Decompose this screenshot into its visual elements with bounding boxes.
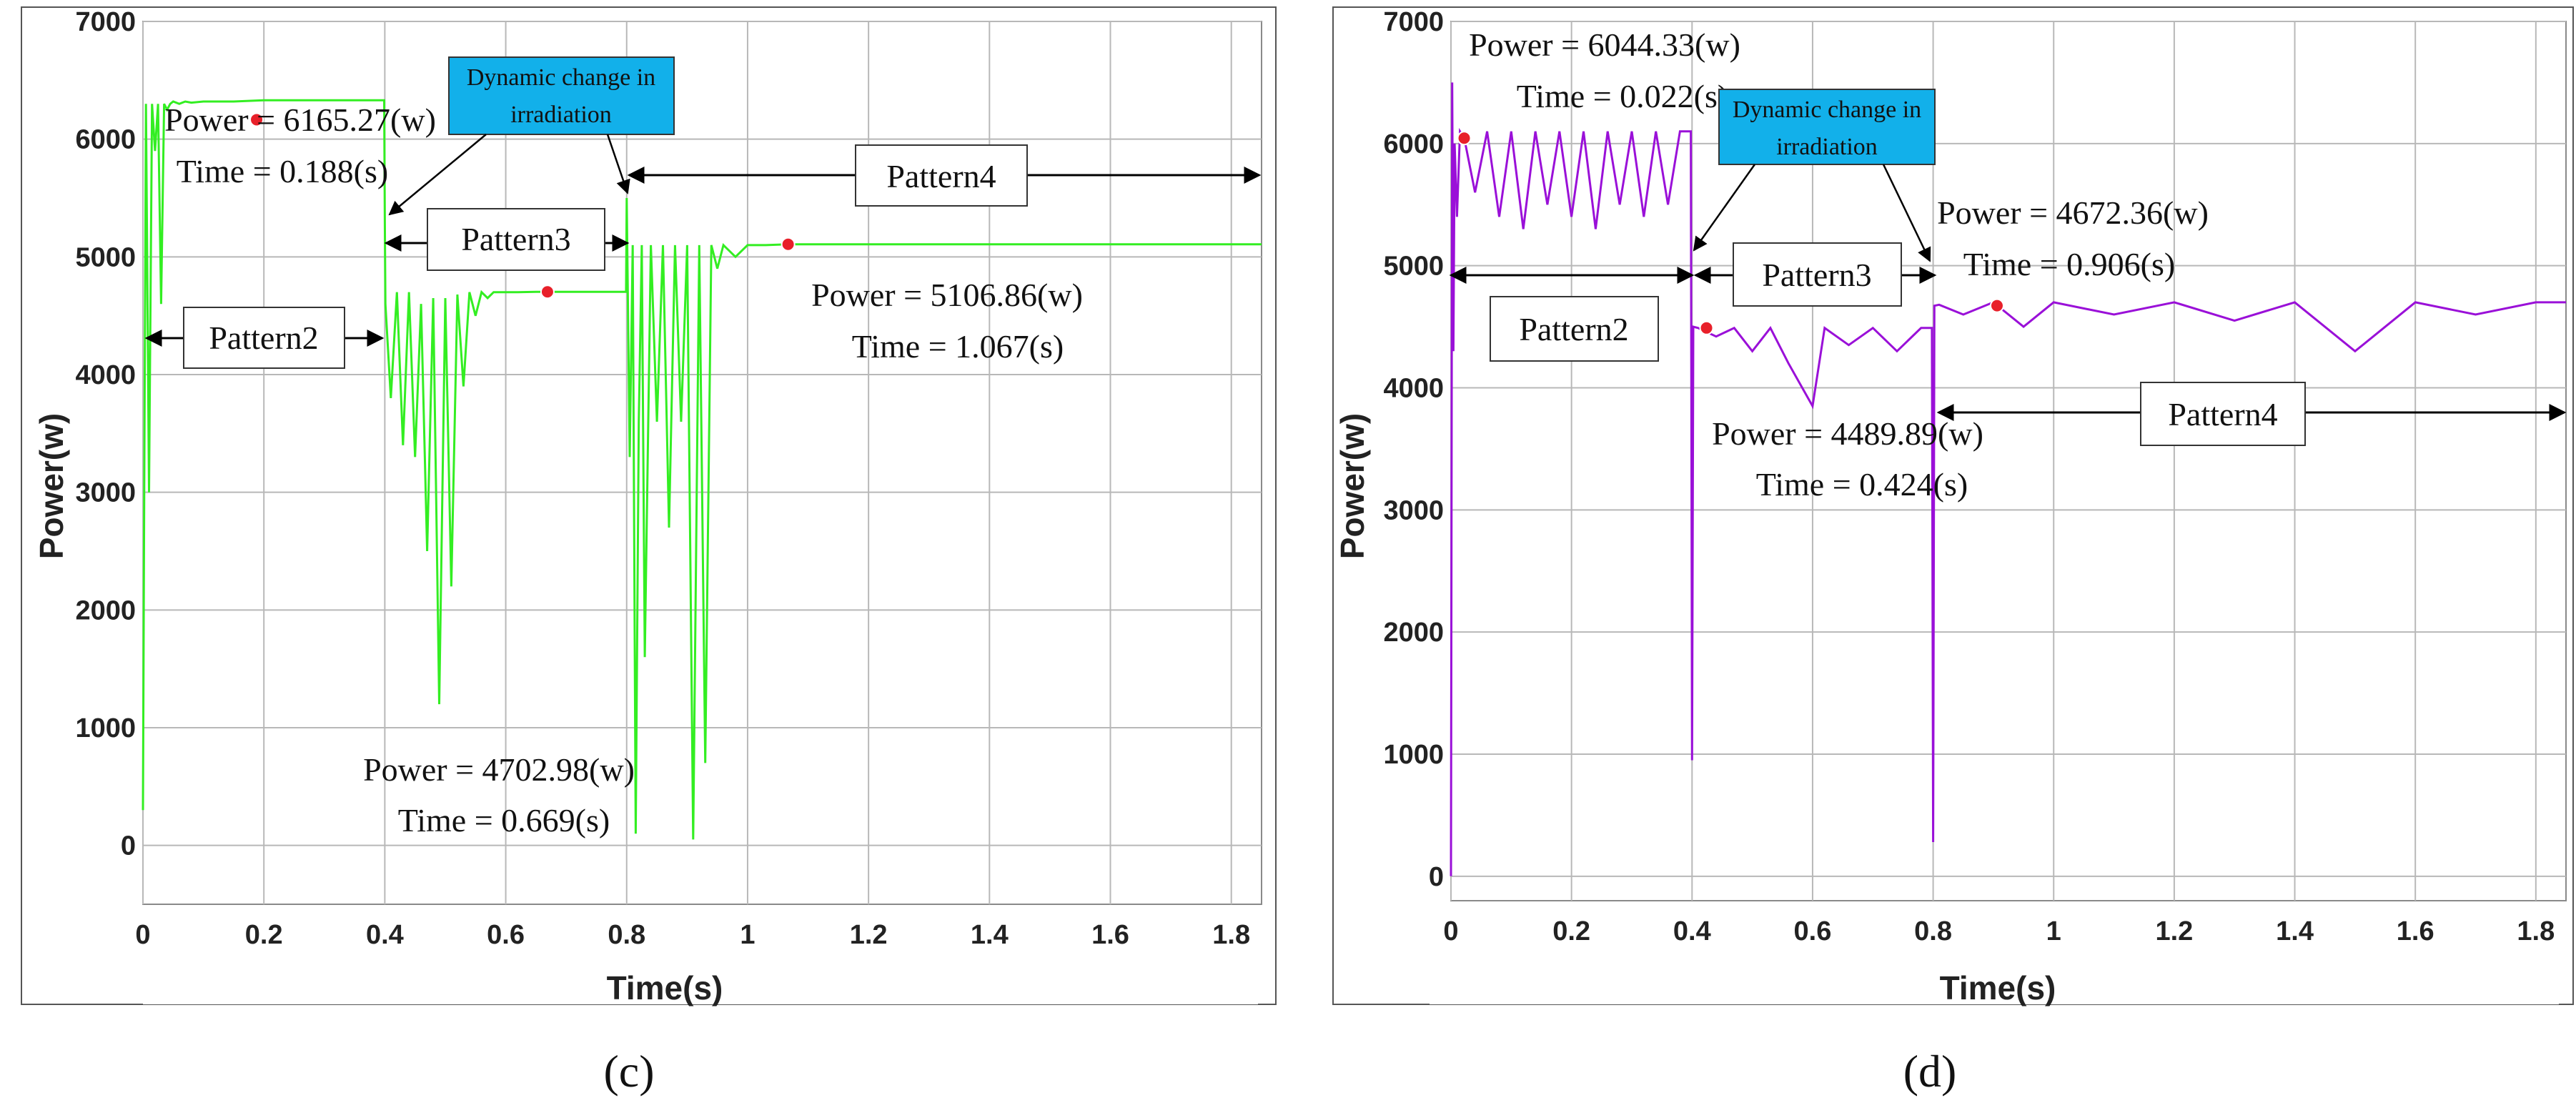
panel-c-series-line <box>142 99 1262 840</box>
panel-d-x-tick-label: 0.8 <box>1914 916 1952 946</box>
panel-d-pattern4-box <box>2140 382 2306 446</box>
panel-c-ylabel: Power(w) <box>33 413 70 559</box>
panel-d-markers <box>1457 131 2004 335</box>
panel-c-marker-point-1 <box>249 112 264 127</box>
panel-d-ticks: 0 0.2 0.4 0.6 0.8 1 1.2 1.4 1.6 1.8 0 1000 2000 3000 4… <box>1383 7 2555 946</box>
panel-c-x-tick-label: 0 <box>135 920 150 950</box>
panel-d-pattern4-label: Pattern4 <box>2168 396 2277 432</box>
panel-d-x-tick-label: 1.8 <box>2517 916 2555 946</box>
panel-d-marker1-time: Time = 0.022(s) <box>1517 78 1728 114</box>
panel-c-y-tick-label: 2000 <box>75 595 136 625</box>
panel-d-pattern2-box <box>1490 296 1659 362</box>
panel-c-marker1-time: Time = 0.188(s) <box>177 153 388 189</box>
panel-d-y-tick-label: 7000 <box>1383 7 1444 37</box>
panel-d-ylabel: Power(w) <box>1334 413 1371 559</box>
panel-d-y-tick-label: 4000 <box>1383 374 1444 404</box>
panel-c-marker2-power: Power = 4702.98(w) <box>363 751 635 788</box>
panel-c-markers <box>249 112 796 300</box>
panel-d-y-tick-label: 2000 <box>1383 618 1444 648</box>
panel-c-x-tick-label: 0.8 <box>608 920 645 950</box>
panel-c-pattern3-label: Pattern3 <box>461 221 570 257</box>
panel-d-y-tick-label: 1000 <box>1383 740 1444 770</box>
panel-d-dynamic-change-line1: Dynamic change in <box>1733 97 1921 123</box>
panel-d-marker-point-3 <box>1989 298 2004 313</box>
panel-d-x-tick-label: 0.6 <box>1794 916 1832 946</box>
panel-d-y-tick-label: 3000 <box>1383 495 1444 525</box>
panel-d-plot-area <box>1450 21 2567 901</box>
panel-d-marker3-power: Power = 4672.36(w) <box>1937 194 2209 231</box>
panel-d-marker-point-1 <box>1457 131 1472 146</box>
panel-c-xlabel: Time(s) <box>607 969 723 1006</box>
panel-c-y-tick-label: 3000 <box>75 478 136 508</box>
panel-d-pattern3-label: Pattern3 <box>1762 257 1871 293</box>
panel-d-dynamic-change-box <box>1718 89 1936 165</box>
panel-c-marker3-time: Time = 1.067(s) <box>852 328 1064 365</box>
panel-c-marker1-power: Power = 6165.27(w) <box>164 102 436 138</box>
panel-c-dynamic-change-box <box>448 56 675 135</box>
panel-d-x-tick-label: 0.4 <box>1673 916 1711 946</box>
panel-d-marker3-time: Time = 0.906(s) <box>1963 246 2175 282</box>
panel-d-label: (d) <box>1903 1046 1957 1097</box>
panel-c-x-tick-label: 1.6 <box>1091 920 1129 950</box>
panel-d-xlabel: Time(s) <box>1940 969 2056 1006</box>
panel-c-x-tick-label: 1 <box>740 920 755 950</box>
panel-c-dynamic-arrow-2 <box>606 134 630 194</box>
panel-d-y-tick-label: 6000 <box>1383 129 1444 159</box>
panel-c-x-tick-label: 1.2 <box>850 920 888 950</box>
panel-c-y-tick-label: 7000 <box>75 7 136 37</box>
panel-c-label: (c) <box>603 1046 654 1097</box>
panel-d-x-tick-label: 0 <box>1443 916 1458 946</box>
panel-c-y-tick-label: 5000 <box>75 242 136 272</box>
panel-d-marker-point-2 <box>1699 320 1714 335</box>
panel-c-pattern3-box <box>427 208 605 271</box>
panel-d-pattern2-label: Pattern2 <box>1519 311 1628 347</box>
panel-d-x-tick-label: 1 <box>2046 916 2061 946</box>
panel-d-marker2-time: Time = 0.424(s) <box>1756 466 1968 503</box>
panel-c-x-tick-label: 1.8 <box>1212 920 1250 950</box>
panel-d-xlabel-bg <box>1430 951 2559 1004</box>
panel-c-marker-point-3 <box>781 237 796 252</box>
panel-c-marker3-power: Power = 5106.86(w) <box>811 277 1083 313</box>
panel-d-dynamic-arrow-1 <box>1693 164 1756 252</box>
panel-c-marker2-time: Time = 0.669(s) <box>398 802 610 839</box>
panel-c-y-tick-label: 1000 <box>75 713 136 743</box>
panel-d-marker1-power: Power = 6044.33(w) <box>1469 26 1740 63</box>
panel-c-pattern4-box <box>855 144 1028 207</box>
panel-d-y-tick-label: 5000 <box>1383 252 1444 282</box>
panel-c-pattern2-box <box>183 307 345 369</box>
panel-d-pattern3-box <box>1733 242 1902 307</box>
panel-c-pattern2-label: Pattern2 <box>209 320 318 356</box>
panel-c-x-tick-label: 1.4 <box>971 920 1009 950</box>
panel-c: 0 0.2 0.4 0.6 0.8 1 1.2 1.4 1.6 1.8 0 1000 2000 3000 4… <box>21 6 1277 1097</box>
panel-c-dynamic-change-line2: irradiation <box>510 102 612 128</box>
panel-d-dynamic-change-line2: irradiation <box>1776 134 1878 160</box>
panel-c-y-tick-label: 0 <box>121 831 136 861</box>
panel-d-x-tick-label: 1.2 <box>2155 916 2193 946</box>
panel-d-y-tick-label: 0 <box>1429 862 1444 892</box>
panel-c-dynamic-arrow-1 <box>388 134 487 216</box>
panel-c-x-tick-label: 0.2 <box>245 920 283 950</box>
panel-d-x-tick-label: 0.2 <box>1552 916 1590 946</box>
panel-d: 0 0.2 0.4 0.6 0.8 1 1.2 1.4 1.6 1.8 0 1000 2000 3000 4… <box>1332 6 2574 1097</box>
panel-c-x-tick-label: 0.4 <box>366 920 404 950</box>
panel-d-grid <box>1450 21 2567 901</box>
panel-c-ticks: 0 0.2 0.4 0.6 0.8 1 1.2 1.4 1.6 1.8 0 1000 2000 3000 4… <box>75 7 1250 950</box>
panel-c-x-tick-label: 0.6 <box>487 920 525 950</box>
panel-c-marker-point-2 <box>540 285 555 300</box>
panel-d-marker2-power: Power = 4489.89(w) <box>1712 415 1983 452</box>
panel-c-pattern4-label: Pattern4 <box>886 158 996 194</box>
panel-d-dynamic-arrow-2 <box>1882 164 1931 262</box>
panel-d-x-tick-label: 1.4 <box>2276 916 2314 946</box>
panel-c-dynamic-change-line1: Dynamic change in <box>467 64 655 91</box>
panel-d-x-tick-label: 1.6 <box>2397 916 2434 946</box>
panel-c-y-tick-label: 4000 <box>75 360 136 390</box>
panel-c-y-tick-label: 6000 <box>75 125 136 155</box>
panel-c-xlabel-bg <box>143 951 1258 1004</box>
